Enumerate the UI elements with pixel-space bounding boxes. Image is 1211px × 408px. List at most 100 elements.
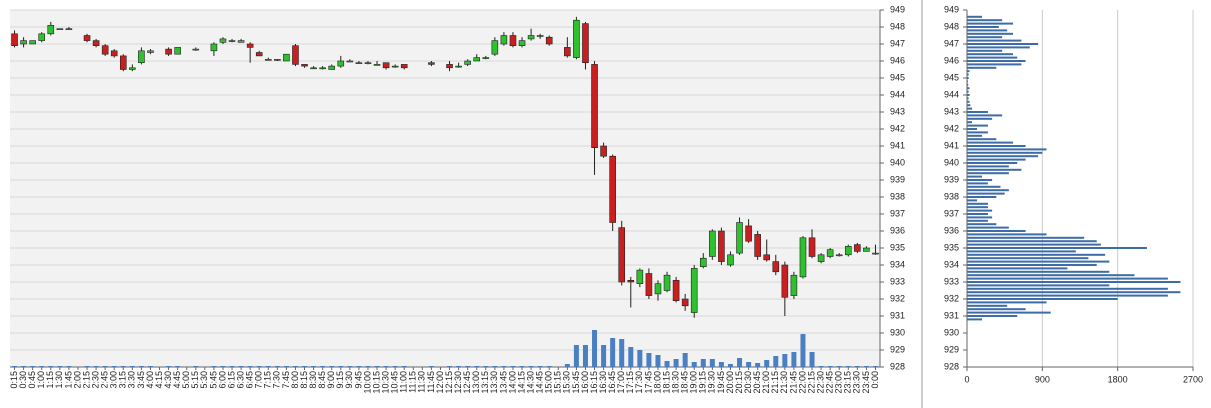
y-tick-label: 935 bbox=[944, 242, 959, 252]
profile-bar bbox=[967, 284, 1110, 287]
candle-body bbox=[29, 40, 36, 45]
volume-bar bbox=[691, 362, 697, 367]
x-tick-label: 10:15 bbox=[371, 371, 381, 394]
volume-bar bbox=[147, 366, 153, 367]
candle-body bbox=[65, 28, 73, 31]
profile-bar bbox=[967, 281, 1181, 283]
profile-bar bbox=[967, 175, 983, 178]
profile-bar bbox=[967, 53, 1014, 56]
y-tick-label: 946 bbox=[890, 55, 905, 65]
y-tick-label: 938 bbox=[890, 191, 905, 201]
candle-body bbox=[772, 261, 780, 273]
volume-bar bbox=[220, 366, 226, 367]
candle-body bbox=[527, 35, 535, 40]
x-tick-label: 20:45 bbox=[752, 371, 762, 394]
x-tick-label: 19:15 bbox=[698, 371, 708, 394]
volume-bar bbox=[673, 359, 679, 367]
x-tick-label: 9:30 bbox=[344, 371, 354, 389]
x-tick-label: 0:45 bbox=[27, 371, 37, 389]
x-tick-label: 22:15 bbox=[806, 371, 816, 394]
y-tick-label: 948 bbox=[944, 21, 959, 31]
x-tick-label: 2:00 bbox=[72, 371, 82, 389]
volume-bar bbox=[564, 364, 570, 367]
profile-bar bbox=[967, 80, 968, 83]
volume-bar bbox=[773, 356, 779, 367]
candle-body bbox=[672, 279, 680, 301]
x-tick-label: 900 bbox=[1035, 374, 1050, 384]
x-tick-label: 20:15 bbox=[734, 371, 744, 394]
x-tick-label: 7:30 bbox=[272, 371, 282, 389]
volume-bar bbox=[818, 366, 824, 367]
profile-bar bbox=[967, 179, 993, 181]
x-tick-label: 10:30 bbox=[380, 371, 390, 394]
x-tick-label: 21:15 bbox=[770, 371, 780, 394]
y-tick-label: 937 bbox=[944, 208, 959, 218]
profile-bar bbox=[967, 189, 1009, 192]
x-tick-label: 22:00 bbox=[797, 371, 807, 394]
profile-bar bbox=[967, 32, 1014, 35]
y-tick-label: 930 bbox=[944, 327, 959, 337]
x-tick-label: 17:45 bbox=[643, 371, 653, 394]
profile-bar bbox=[967, 97, 969, 100]
volume-bar bbox=[356, 366, 362, 367]
candle-body bbox=[736, 222, 743, 254]
x-tick-label: 13:30 bbox=[489, 371, 499, 394]
profile-bar bbox=[967, 107, 973, 110]
volume-bar bbox=[392, 366, 398, 367]
volume-bar bbox=[57, 366, 63, 367]
volume-bar bbox=[39, 366, 45, 367]
volume-bar bbox=[383, 366, 389, 367]
x-tick-label: 8:45 bbox=[317, 371, 327, 389]
y-tick-label: 940 bbox=[890, 157, 905, 167]
candle-body bbox=[500, 35, 508, 45]
x-tick-label: 10:00 bbox=[362, 371, 372, 394]
candle-body bbox=[337, 60, 345, 67]
volume-bar bbox=[655, 355, 661, 367]
x-tick-label: 1:15 bbox=[45, 371, 55, 389]
x-tick-label: 16:45 bbox=[607, 371, 617, 394]
x-tick-label: 18:45 bbox=[680, 371, 690, 394]
volume-profile: 0 900 1800 2700 928 929 930 931 932 933 934 935 936 9… bbox=[944, 4, 1203, 384]
volume-bar bbox=[791, 352, 797, 367]
candle-body bbox=[373, 64, 381, 66]
candle-body bbox=[781, 264, 789, 298]
profile-bar bbox=[967, 162, 1018, 164]
profile-bar bbox=[967, 66, 997, 69]
volume-bar bbox=[682, 353, 688, 367]
profile-bar bbox=[967, 134, 983, 137]
volume-bar bbox=[737, 358, 743, 367]
x-tick-label: 5:00 bbox=[181, 371, 191, 389]
candle-body bbox=[863, 247, 870, 252]
x-tick-label: 9:45 bbox=[353, 371, 363, 389]
volume-bar bbox=[764, 360, 770, 367]
volume-bar bbox=[374, 366, 380, 367]
volume-bar bbox=[474, 366, 480, 367]
volume-bar bbox=[465, 366, 471, 367]
y-tick-label: 932 bbox=[944, 293, 959, 303]
profile-bar bbox=[967, 70, 970, 73]
x-tick-label: 3:30 bbox=[127, 371, 137, 389]
volume-bar bbox=[302, 366, 308, 367]
profile-bar bbox=[967, 291, 1181, 294]
candle-body bbox=[618, 227, 626, 283]
y-tick-label: 936 bbox=[890, 225, 905, 235]
plot-background bbox=[10, 10, 880, 367]
volume-bar bbox=[610, 338, 616, 367]
x-tick-label: 22:45 bbox=[825, 371, 835, 394]
y-tick-label: 933 bbox=[944, 276, 959, 286]
volume-bar bbox=[646, 353, 652, 367]
x-tick-label: 11:15 bbox=[408, 371, 418, 393]
y-tick-label: 948 bbox=[890, 21, 905, 31]
candle-body bbox=[301, 64, 308, 67]
volume-bar bbox=[283, 366, 289, 367]
profile-bar bbox=[967, 318, 983, 321]
candle-body bbox=[826, 249, 834, 257]
candle-body bbox=[319, 67, 326, 70]
y-tick-label: 947 bbox=[944, 38, 959, 48]
candle-body bbox=[20, 40, 27, 45]
volume-bar bbox=[274, 366, 280, 367]
candle-body bbox=[745, 225, 752, 242]
profile-bar bbox=[967, 209, 993, 212]
profile-bar bbox=[967, 308, 1026, 311]
candle-body bbox=[663, 274, 671, 291]
